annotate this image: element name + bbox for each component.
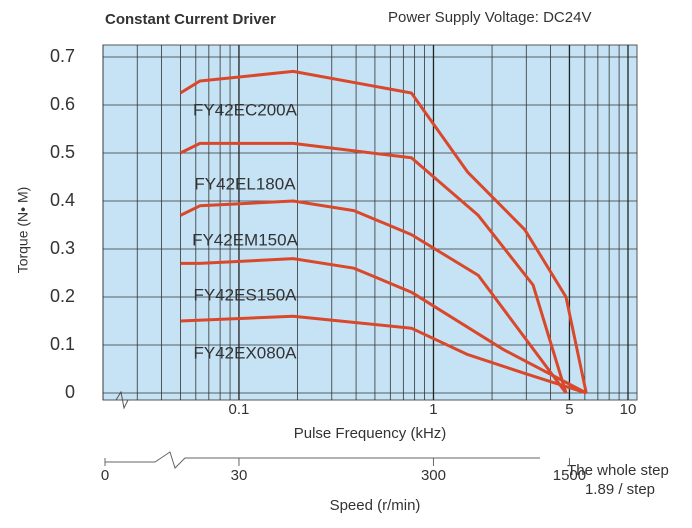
series-label: FY42ES150A [193,285,297,304]
y-tick-label: 0 [65,382,75,402]
y-tick-label: 0.7 [50,46,75,66]
y-tick-label: 0.3 [50,238,75,258]
x-axis-label: Pulse Frequency (kHz) [294,425,447,442]
series-line [179,199,568,394]
x-tick-label: 5 [565,401,573,418]
y-tick-label: 0.4 [50,190,75,210]
x-tick-label: 0.1 [229,401,250,418]
x-tick-label: 1 [429,401,437,418]
speed-tick-label: 1500 [553,467,586,484]
axis-break [115,390,129,410]
series-line [180,257,587,395]
speed-axis-label: Speed (r/min) [330,497,421,514]
chart-subtitle: Power Supply Voltage: DC24V [388,9,591,26]
y-axis-label: Torque (N• M) [15,187,31,274]
speed-tick-label: 30 [231,467,248,484]
y-tick-label: 0.1 [50,334,75,354]
series-line [180,314,587,395]
series-line [179,69,588,394]
series-label: FY42EM150A [192,230,298,249]
y-tick-label: 0.6 [50,94,75,114]
y-tick-label: 0.5 [50,142,75,162]
speed-tick-label: 300 [421,467,446,484]
x-tick-label: 10 [620,401,637,418]
series-line [179,141,568,394]
series-label: FY42EL180A [194,174,296,193]
speed-tick-label: 0 [101,467,109,484]
speed-axis-line [105,451,540,469]
series-label: FY42EC200A [193,100,298,119]
y-tick-label: 0.2 [50,286,75,306]
plot-area [102,44,638,401]
speed-note: The whole step [567,462,669,479]
speed-note: 1.89 / step [585,481,655,498]
chart-title: Constant Current Driver [105,11,276,28]
series-label: FY42EX080A [193,343,297,362]
